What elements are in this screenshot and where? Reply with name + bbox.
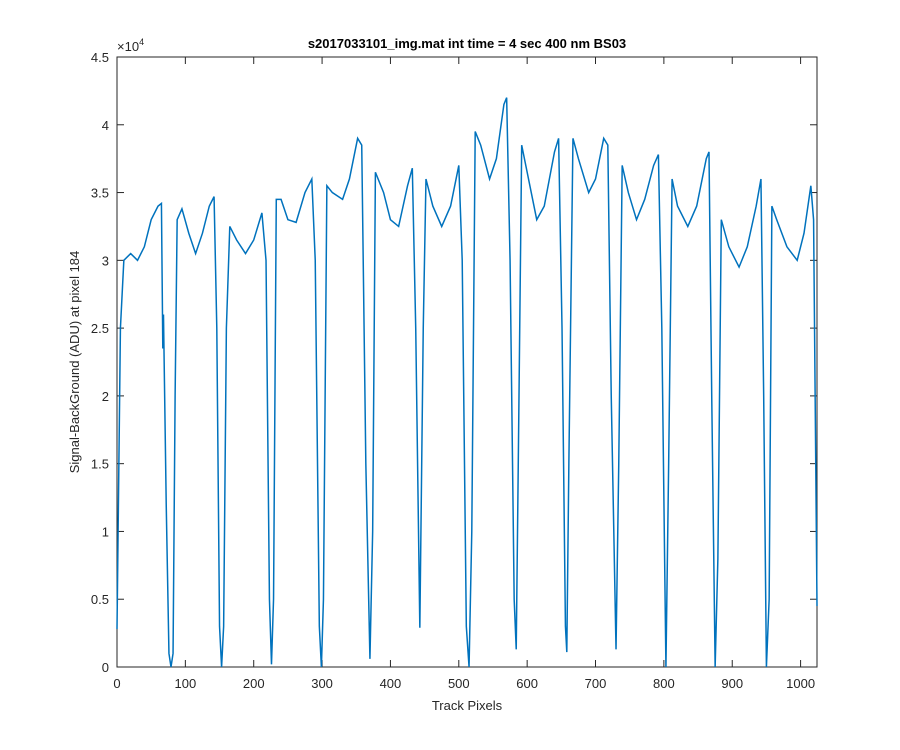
x-tick-label: 900 [721,676,743,691]
plot-frame [116,56,818,668]
y-tick-label: 2 [102,389,109,404]
y-tick-label: 0.5 [91,592,109,607]
y-scale-exponent: 4 [139,37,144,47]
chart-title: s2017033101_img.mat int time = 4 sec 400… [308,36,626,51]
x-axis-label: Track Pixels [432,698,503,713]
x-tick-label: 800 [653,676,675,691]
x-tick-label: 700 [585,676,607,691]
x-tick-label: 0 [113,676,120,691]
y-tick-label: 3 [102,253,109,268]
y-scale-label: ×104 [117,37,144,54]
x-tick-label: 600 [516,676,538,691]
data-line [116,97,818,668]
y-tick-label: 0 [102,660,109,675]
x-tick-label: 400 [380,676,402,691]
y-tick-label: 4 [102,118,109,133]
x-tick-label: 200 [243,676,265,691]
y-tick-label: 1.5 [91,457,109,472]
y-tick-label: 2.5 [91,321,109,336]
y-tick-label: 3.5 [91,186,109,201]
x-tick-label: 1000 [786,676,815,691]
y-scale-base: ×10 [117,39,139,54]
y-axis-label: Signal-BackGround (ADU) at pixel 184 [67,251,82,474]
x-tick-label: 500 [448,676,470,691]
y-tick-label: 1 [102,524,109,539]
x-tick-label: 300 [311,676,333,691]
y-tick-label: 4.5 [91,50,109,65]
x-tick-label: 100 [175,676,197,691]
